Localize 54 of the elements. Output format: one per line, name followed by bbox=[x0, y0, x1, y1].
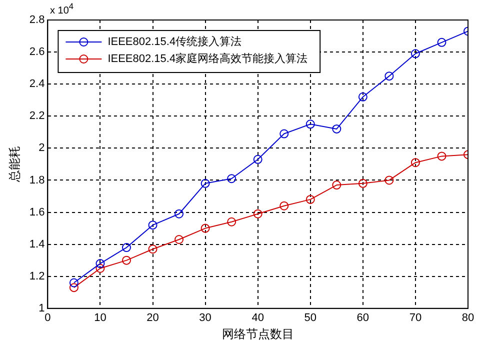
x-tick-label: 30 bbox=[199, 312, 212, 324]
point bbox=[122, 243, 131, 252]
y-tick-label: 1 bbox=[38, 302, 45, 314]
point bbox=[384, 72, 394, 81]
point bbox=[148, 244, 158, 254]
point bbox=[332, 180, 342, 190]
point bbox=[253, 154, 262, 164]
x-axis-title: 网络节点数目 bbox=[222, 327, 294, 342]
point bbox=[200, 178, 210, 188]
point bbox=[410, 158, 420, 168]
x-tick-label: 0 bbox=[44, 312, 51, 324]
x-tick-label: 20 bbox=[146, 312, 159, 324]
point bbox=[332, 124, 342, 134]
point bbox=[96, 264, 105, 273]
x-tick-label: 80 bbox=[462, 312, 474, 324]
point bbox=[358, 178, 368, 188]
point bbox=[174, 209, 184, 218]
point bbox=[280, 129, 289, 138]
x-tick-label: 40 bbox=[252, 312, 264, 324]
point bbox=[227, 217, 236, 226]
point bbox=[306, 120, 315, 129]
y-tick-label: 1.8 bbox=[29, 174, 45, 186]
point bbox=[148, 220, 158, 230]
y-tick-label: 1.2 bbox=[29, 270, 45, 282]
point bbox=[437, 38, 446, 47]
legend-label: IEEE802.15.4家庭网络高效节能接入算法 bbox=[108, 52, 308, 66]
point bbox=[227, 174, 236, 184]
point bbox=[96, 259, 105, 268]
x-tick-label: 50 bbox=[304, 312, 317, 324]
point bbox=[410, 49, 420, 58]
point bbox=[306, 194, 315, 204]
text: x 10$^{4}$ bbox=[50, 0, 74, 18]
point bbox=[69, 278, 78, 288]
point bbox=[174, 235, 184, 244]
x-tick-label: 10 bbox=[94, 312, 106, 324]
point bbox=[384, 176, 394, 185]
y-tick-label: 2 bbox=[38, 142, 45, 154]
point bbox=[358, 92, 368, 102]
y-tick-label: 1.4 bbox=[29, 238, 45, 250]
legend-label: IEEE802.15.4传统接入算法 bbox=[108, 35, 242, 48]
point bbox=[69, 283, 78, 292]
x-tick-label: 70 bbox=[409, 312, 422, 324]
point bbox=[122, 256, 131, 265]
y-tick-label: 2.8 bbox=[29, 14, 45, 26]
point bbox=[437, 152, 446, 161]
y-tick-label: 2.6 bbox=[29, 46, 45, 58]
y-axis-title: 总能耗 bbox=[8, 146, 22, 184]
point bbox=[253, 209, 262, 218]
x-tick-label: 60 bbox=[356, 312, 370, 324]
y-tick-label: 1.6 bbox=[29, 206, 45, 218]
y-tick-label: 2.2 bbox=[29, 110, 45, 122]
point bbox=[200, 224, 210, 233]
y-tick-label: 2.4 bbox=[29, 78, 45, 90]
point bbox=[280, 201, 289, 210]
